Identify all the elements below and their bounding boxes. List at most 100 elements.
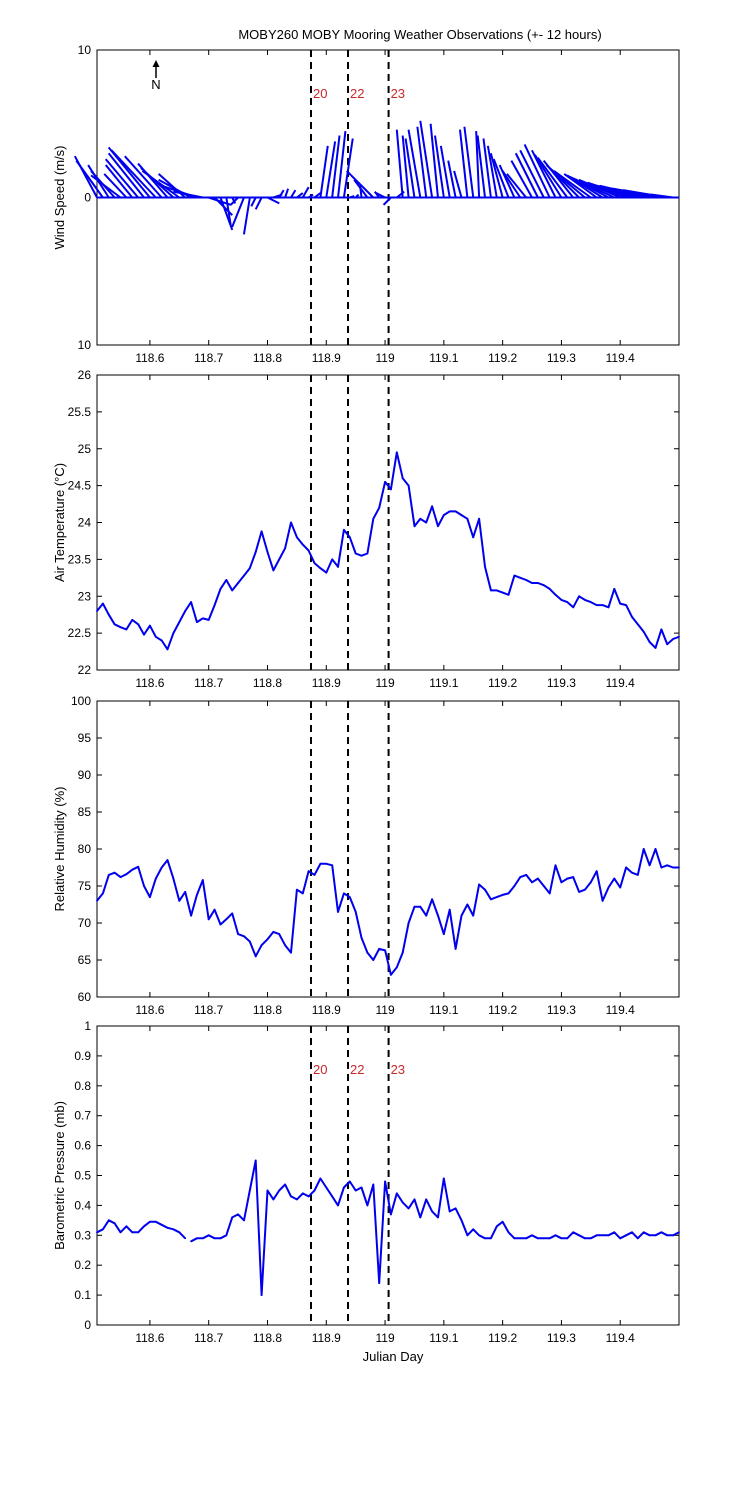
wind-stick (416, 126, 428, 198)
data-point (190, 601, 193, 603)
y-tick-label: 10 (78, 43, 92, 57)
data-point (648, 864, 651, 867)
wind-stick (534, 154, 563, 199)
data-point (542, 885, 545, 887)
wind-stick (572, 177, 615, 199)
data-point (166, 648, 169, 651)
data-point (219, 588, 222, 590)
event-label: 20 (313, 86, 327, 101)
data-point (160, 866, 163, 869)
wind-stick (296, 192, 304, 199)
data-point (125, 628, 128, 631)
data-point (254, 1159, 257, 1162)
data-point (466, 517, 469, 520)
wind-stick (319, 145, 329, 198)
data-point (454, 510, 457, 513)
data-point (307, 549, 310, 552)
wind-stick (337, 131, 347, 198)
data-point (313, 874, 316, 876)
y-tick-label: 23 (78, 589, 92, 603)
data-point (137, 865, 140, 868)
data-point (648, 641, 651, 643)
data-point (442, 1177, 445, 1180)
data-point (519, 1237, 522, 1240)
data-point (243, 574, 245, 577)
data-point (437, 1216, 439, 1219)
data-point (666, 643, 669, 646)
panel-4: 118.6 118.7 118.8 118.9 119 119.1 119.2 119.3 11… (52, 1019, 680, 1345)
y-tick-label: 10 (78, 338, 92, 352)
data-point (554, 593, 557, 596)
data-point (490, 898, 492, 901)
data-point (260, 1294, 263, 1296)
data-point (172, 632, 175, 634)
data-point (178, 1231, 181, 1234)
data-point (484, 565, 486, 568)
data-point (301, 543, 304, 546)
data-point (407, 922, 410, 924)
wind-stick (104, 164, 134, 199)
data-point (360, 554, 363, 557)
y-tick-label: 23.5 (68, 552, 92, 566)
series-line (96, 451, 680, 651)
data-point (642, 1231, 645, 1234)
data-point (102, 602, 104, 605)
data-point (619, 602, 622, 605)
data-point (160, 639, 163, 642)
data-point (537, 582, 539, 584)
data-point (666, 1234, 669, 1237)
data-point (378, 1282, 381, 1284)
wind-stick (354, 193, 360, 199)
data-point (213, 908, 216, 911)
data-point (237, 582, 240, 584)
wind-stick (342, 138, 354, 198)
data-point (501, 591, 504, 594)
wind-stick (553, 170, 592, 199)
data-point (348, 896, 351, 898)
data-point (589, 881, 592, 884)
data-point (395, 451, 398, 454)
wind-stick (284, 188, 290, 198)
data-point (619, 1237, 622, 1240)
x-tick-label: 118.8 (253, 351, 282, 365)
wind-stick (231, 197, 245, 228)
data-point (196, 1237, 198, 1240)
data-point (213, 604, 216, 606)
data-point (272, 1198, 275, 1201)
x-tick-label: 118.7 (194, 1003, 223, 1017)
data-point (501, 894, 504, 896)
x-tick-label: 118.9 (312, 1331, 341, 1345)
data-point (572, 606, 575, 609)
data-point (325, 862, 328, 865)
data-point (407, 484, 410, 487)
data-point (278, 1189, 281, 1192)
data-point (237, 1213, 240, 1216)
wind-stick (230, 196, 239, 206)
data-point (607, 1234, 610, 1237)
data-point (248, 1189, 251, 1192)
data-point (601, 604, 604, 606)
data-point (484, 888, 486, 891)
data-point (636, 1237, 639, 1240)
wind-stick (447, 160, 457, 198)
x-tick-label: 119.4 (606, 1003, 635, 1017)
data-point (325, 571, 328, 574)
data-point (237, 933, 240, 935)
y-axis-label: Air Temperature (°C) (52, 463, 67, 582)
event-label: 22 (350, 86, 364, 101)
data-point (266, 551, 269, 553)
data-point (501, 1220, 504, 1223)
data-point (366, 552, 369, 555)
data-point (390, 1213, 392, 1216)
data-point (343, 1186, 345, 1189)
data-point (442, 933, 445, 935)
data-point (654, 1234, 657, 1237)
data-point (531, 881, 533, 884)
data-point (184, 610, 187, 612)
data-point (207, 1234, 210, 1237)
data-point (572, 1231, 575, 1234)
data-point (619, 886, 622, 889)
data-point (366, 1204, 369, 1207)
data-point (572, 876, 575, 878)
data-point (296, 536, 298, 539)
